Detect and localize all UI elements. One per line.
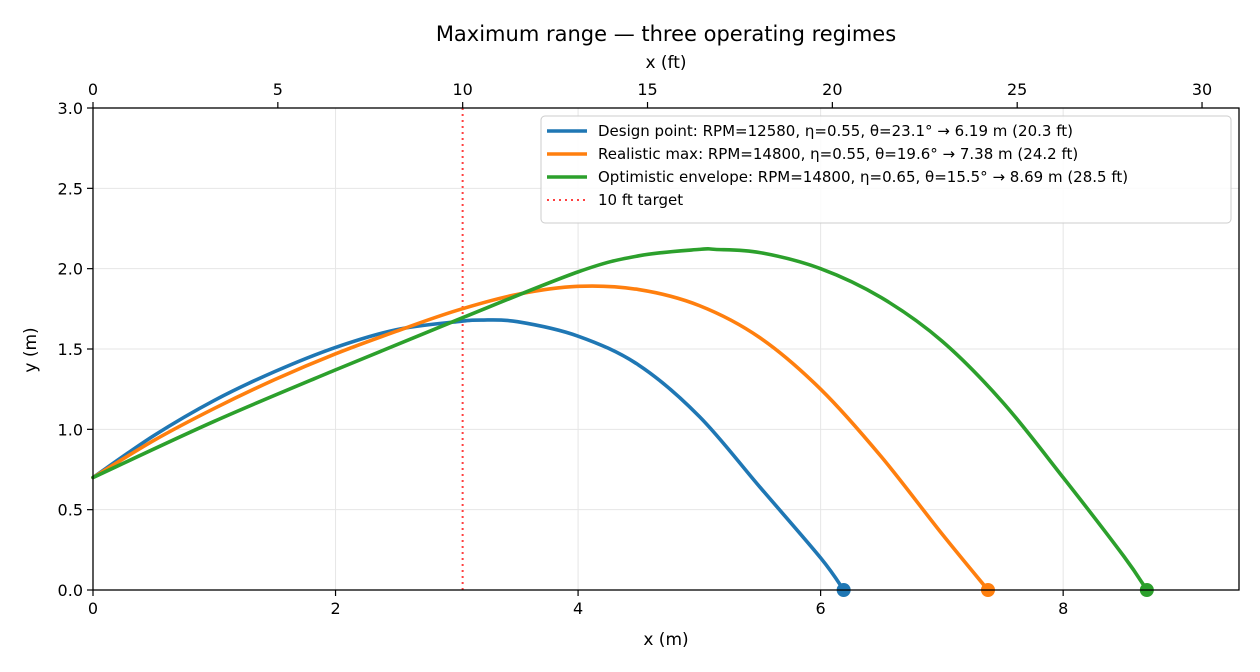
x2-tick-label: 20 [822, 80, 842, 99]
x2-tick-label: 5 [273, 80, 283, 99]
axes-layer: 0 2 4 6 8 0.0 0.5 1.0 1.5 2.0 2.5 3.0 0 5 10 15 20 25 30 [58, 80, 1240, 618]
x2-tick-label: 0 [88, 80, 98, 99]
x-tick-label: 4 [573, 599, 583, 618]
x2-tick-label: 10 [452, 80, 472, 99]
legend-label-2: Realistic max: RPM=14800, η=0.55, θ=19.6… [598, 145, 1078, 163]
x-axis-label: x (m) [643, 630, 688, 650]
y-tick-label: 0.5 [58, 501, 83, 520]
y-tick-label: 3.0 [58, 99, 83, 118]
legend-label-1: Design point: RPM=12580, η=0.55, θ=23.1°… [598, 122, 1073, 140]
y-tick-label: 1.0 [58, 420, 83, 439]
x2-tick-label: 30 [1192, 80, 1212, 99]
legend: Design point: RPM=12580, η=0.55, θ=23.1°… [540, 115, 1232, 224]
series-line-2 [91, 284, 990, 592]
x-tick-label: 0 [88, 599, 98, 618]
legend-label-4: 10 ft target [598, 191, 683, 209]
legend-label-3: Optimistic envelope: RPM=14800, η=0.65, … [598, 168, 1128, 186]
series-line-3 [91, 246, 1149, 592]
y-axis-label: y (m) [21, 327, 41, 372]
x-tick-label: 2 [330, 599, 340, 618]
y-tick-label: 0.0 [58, 581, 83, 600]
legend-frame [540, 115, 1232, 224]
x-tick-label: 6 [816, 599, 826, 618]
y-tick-label: 2.5 [58, 179, 83, 198]
series-line-1 [91, 318, 846, 592]
x2-tick-label: 25 [1007, 80, 1027, 99]
y-tick-label: 1.5 [58, 340, 83, 359]
x-tick-label: 8 [1058, 599, 1068, 618]
x2-tick-label: 15 [637, 80, 657, 99]
x2-axis-label: x (ft) [645, 53, 686, 73]
chart-title: Maximum range — three operating regimes [436, 22, 896, 46]
y-tick-label: 2.0 [58, 260, 83, 279]
series-layer [91, 246, 1154, 597]
